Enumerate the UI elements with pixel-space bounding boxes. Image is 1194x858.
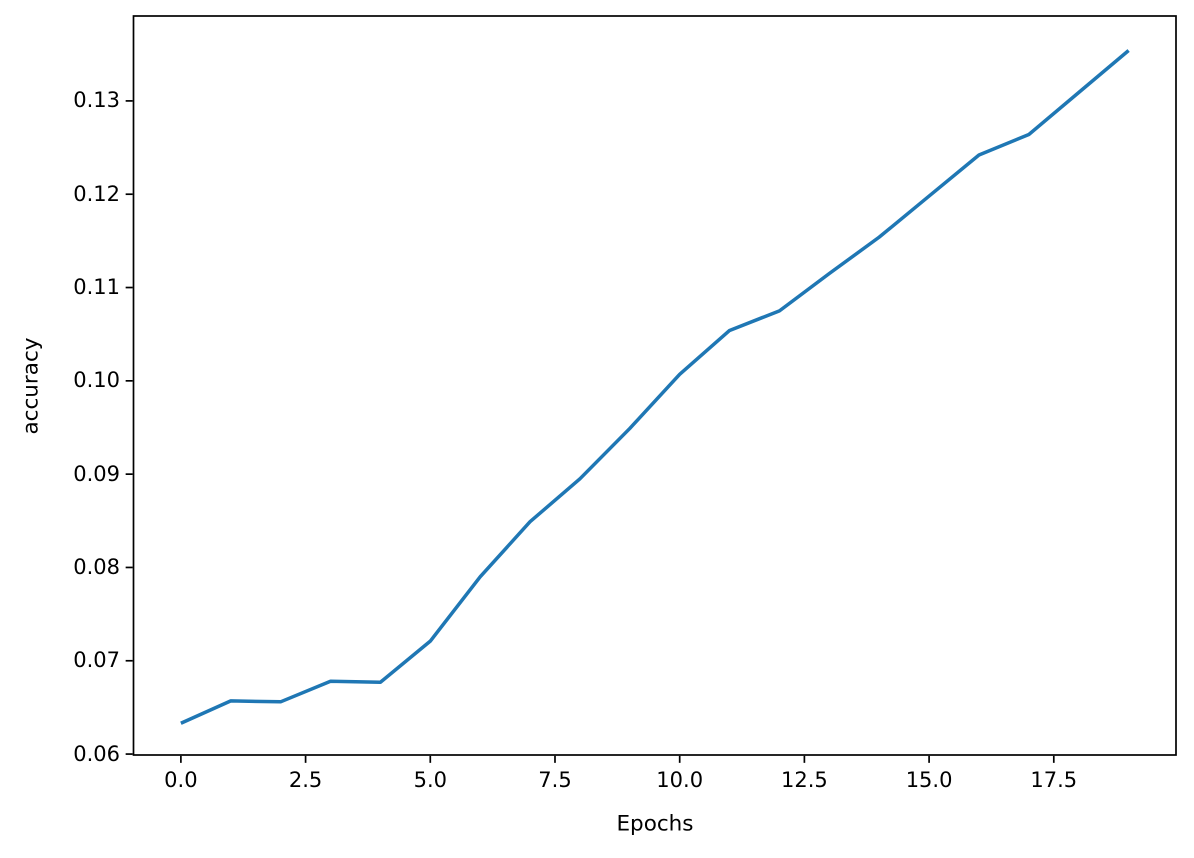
y-tick-label: 0.06 — [73, 741, 120, 766]
x-tick-label: 15.0 — [905, 768, 953, 792]
x-tick-label: 0.0 — [164, 768, 198, 792]
y-axis-label: accuracy — [18, 337, 44, 435]
accuracy-line — [180, 49, 1130, 725]
x-tick-label: 5.0 — [413, 768, 447, 792]
x-tick-label: 17.5 — [1030, 768, 1078, 792]
x-tick-label: 2.5 — [288, 768, 323, 792]
x-tick-label: 12.5 — [781, 768, 828, 792]
x-tick-label: 7.5 — [538, 768, 572, 792]
axes-frame — [132, 15, 1177, 756]
y-tick-label: 0.10 — [73, 368, 120, 393]
y-tick-label: 0.11 — [73, 275, 120, 300]
y-tick-label: 0.12 — [73, 181, 120, 206]
x-axis-label: Epochs — [616, 811, 694, 837]
x-tick-label: 10.0 — [656, 768, 704, 792]
y-tick-label: 0.08 — [73, 554, 120, 579]
y-tick-label: 0.13 — [73, 88, 120, 113]
y-tick-label: 0.07 — [73, 648, 120, 673]
y-tick-label: 0.09 — [73, 461, 120, 486]
